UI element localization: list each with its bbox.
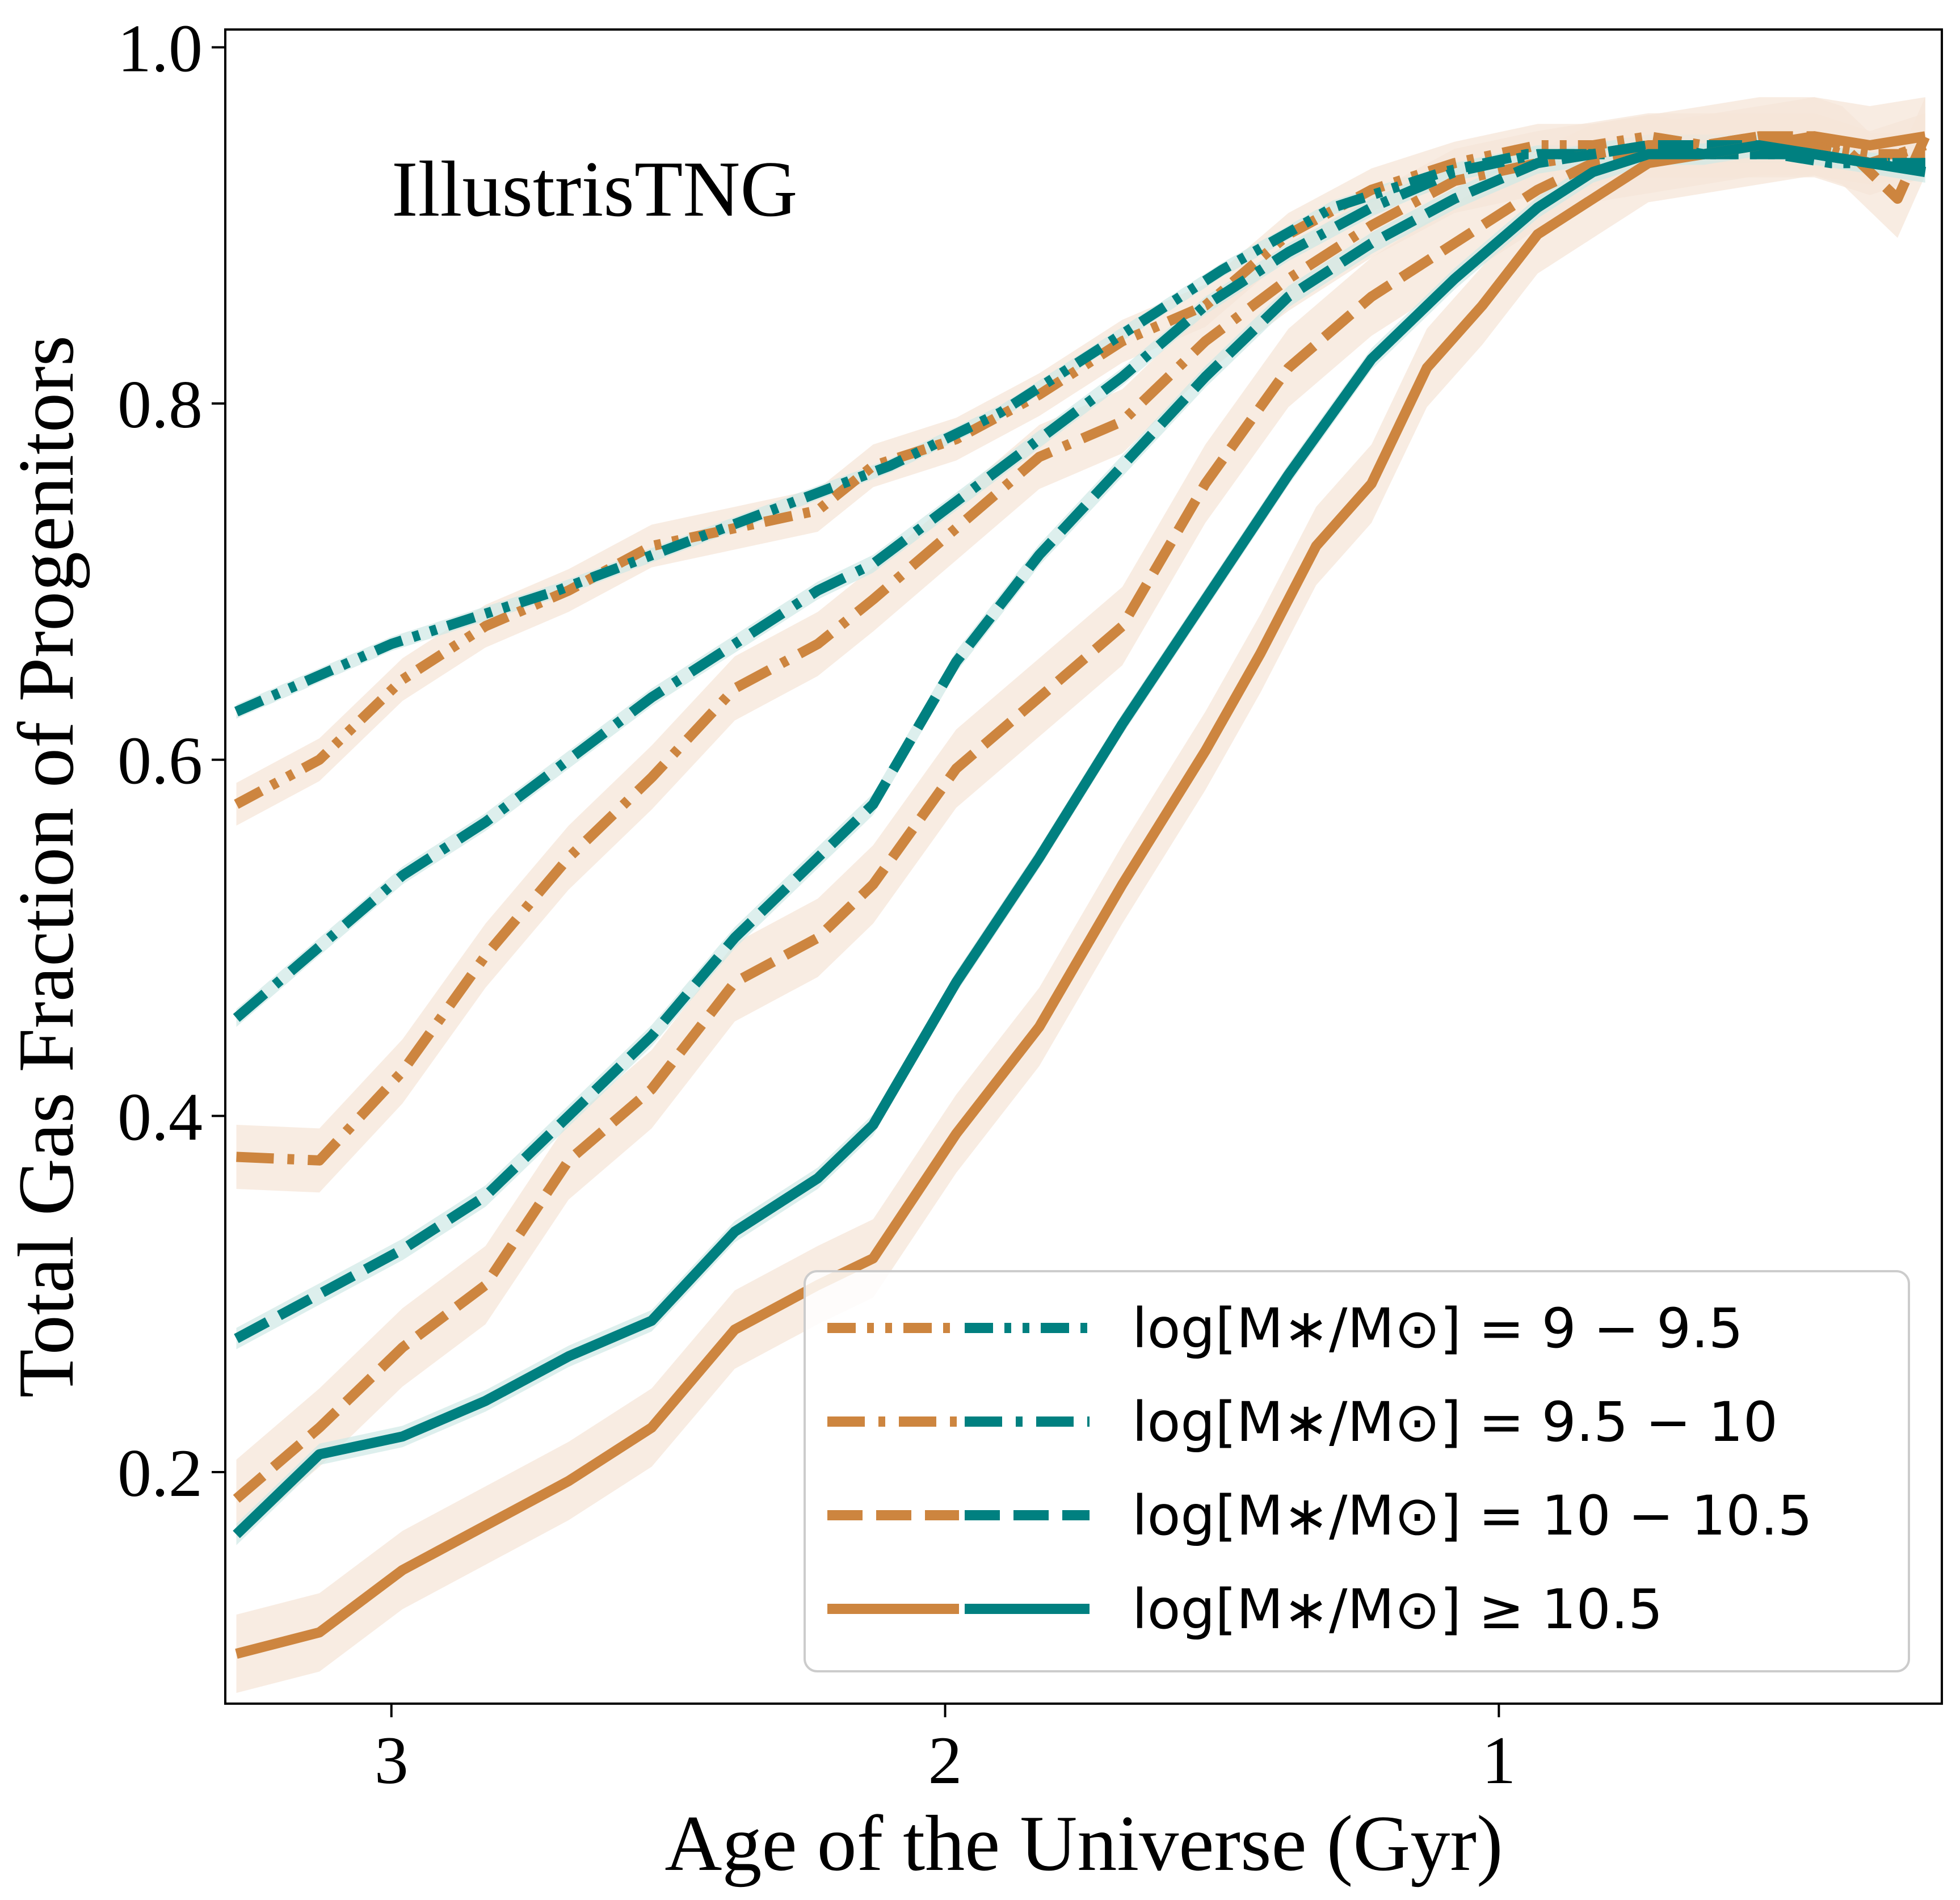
y-tick-label: 0.8: [117, 367, 203, 442]
series-line: [233, 131, 1930, 1503]
legend-label: log[M∗/M⊙] = 10 − 10.5: [1132, 1484, 1812, 1548]
confidence-bands: [236, 97, 1925, 1693]
x-tick-label: 2: [928, 1722, 962, 1798]
legend-label: log[M∗/M⊙] = 9.5 − 10: [1132, 1390, 1778, 1454]
legend: log[M∗/M⊙] = 9 − 9.5 log[M∗/M⊙] = 9.5 − 1…: [804, 1270, 1910, 1672]
series-band: [236, 97, 1925, 1693]
x-axis-label: Age of the Universe (Gyr): [664, 1800, 1503, 1888]
y-tick-label: 0.4: [117, 1079, 203, 1154]
series-lines: [233, 131, 1930, 1659]
plot-frame: [224, 28, 1943, 1705]
series-line: [234, 140, 1925, 1343]
y-axis-label: Total Gas Fraction of Progenitors: [2, 335, 90, 1398]
y-tick-label: 0.2: [117, 1435, 203, 1511]
series-band: [236, 113, 1925, 1193]
series-line: [233, 140, 1927, 1539]
legend-frame: [804, 1270, 1910, 1672]
x-tick-label: 1: [1482, 1722, 1516, 1798]
legend-label: log[M∗/M⊙] ≥ 10.5: [1132, 1578, 1663, 1641]
annotation-illustristng: IllustrisTNG: [392, 145, 798, 233]
x-tick-label: 3: [375, 1722, 409, 1798]
y-tick-label: 1.0: [117, 10, 203, 86]
x-axis-ticks: 3 2 1: [375, 1704, 1516, 1798]
legend-label: log[M∗/M⊙] = 9 − 9.5: [1132, 1297, 1743, 1360]
y-tick-label: 0.6: [117, 723, 203, 798]
y-axis-ticks: 0.2 0.4 0.6 0.8 1.0: [117, 10, 225, 1511]
